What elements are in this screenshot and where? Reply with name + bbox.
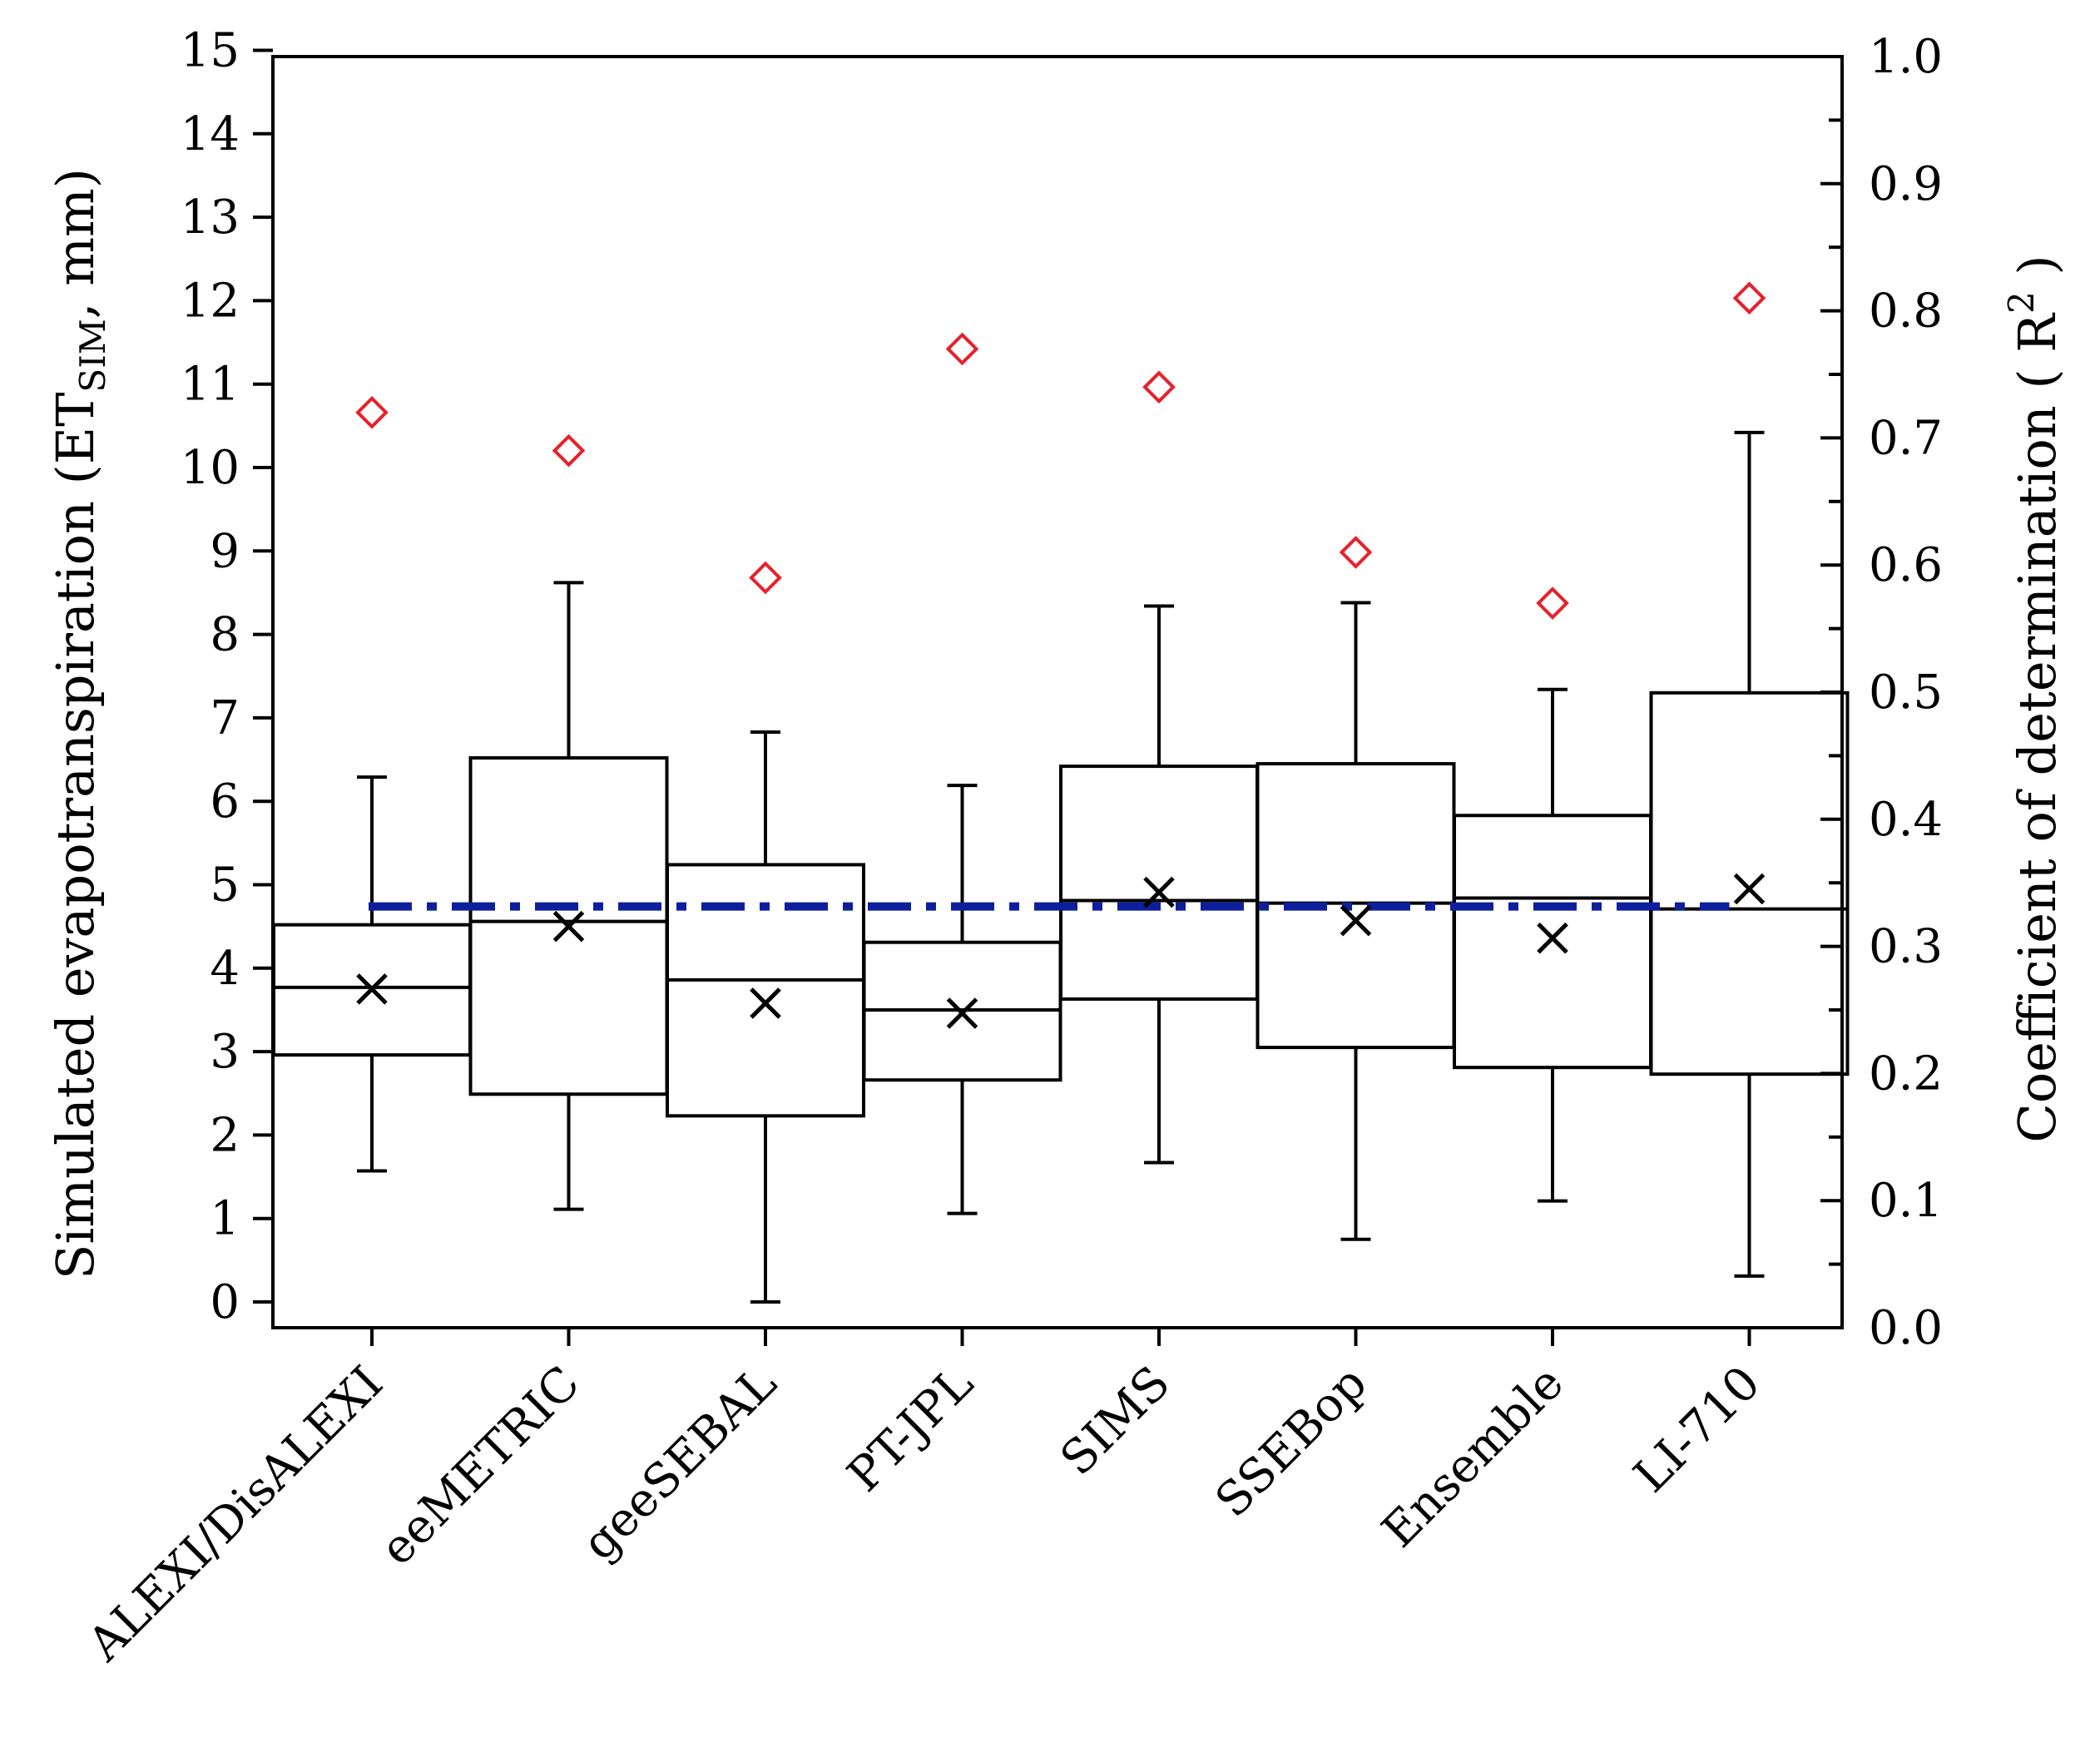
mean-marker	[358, 975, 386, 1003]
box-body	[1652, 693, 1848, 1074]
left-tick-label: 0	[210, 1275, 240, 1329]
left-tick-label: 10	[181, 441, 240, 495]
box-plot	[1652, 433, 1848, 1276]
right-tick-label: 0.3	[1869, 920, 1943, 974]
left-tick-label: 15	[181, 24, 240, 78]
box-plot	[471, 582, 667, 1209]
left-tick-label: 5	[210, 859, 240, 913]
right-tick-label: 0.5	[1869, 666, 1943, 720]
mean-marker	[1538, 924, 1567, 953]
r2-point	[1736, 284, 1764, 312]
box-plot	[1454, 690, 1651, 1201]
x-tick-label: SIMS	[1050, 1356, 1180, 1486]
mean-marker	[948, 999, 977, 1027]
chart: 0123456789101112131415 0.00.10.20.30.40.…	[0, 0, 2100, 1752]
y-axis-title-left: Simulated evapotranspiration (ETSIM, mm)	[45, 168, 113, 1279]
x-tick-label: Ensemble	[1372, 1356, 1574, 1558]
right-tick-label: 0.9	[1869, 157, 1943, 211]
box-plot	[864, 785, 1061, 1214]
r2-markers	[358, 284, 1764, 617]
plot-border	[273, 57, 1842, 1328]
mean-marker	[751, 989, 780, 1017]
r2-point	[1342, 538, 1370, 567]
plot-frame	[273, 57, 1842, 1328]
x-tick-label: eeMETRIC	[370, 1356, 590, 1576]
r2-point	[948, 334, 977, 363]
left-tick-label: 14	[181, 107, 240, 161]
r2-point	[1538, 589, 1567, 617]
mean-marker	[555, 913, 583, 941]
right-tick-label: 0.0	[1869, 1301, 1943, 1355]
right-tick-label: 0.2	[1869, 1047, 1943, 1101]
left-tick-label: 6	[210, 775, 240, 829]
box-plot	[1061, 606, 1257, 1162]
right-tick-label: 0.1	[1869, 1174, 1943, 1228]
right-tick-label: 0.7	[1869, 411, 1943, 465]
right-tick-label: 0.8	[1869, 285, 1943, 339]
left-tick-label: 3	[210, 1025, 240, 1079]
x-tick-label: SSEBop	[1206, 1356, 1378, 1528]
r2-point	[751, 563, 780, 591]
box-body	[1061, 766, 1257, 999]
left-tick-label: 8	[210, 608, 240, 662]
box-plot	[274, 777, 470, 1170]
left-tick-label: 7	[210, 691, 240, 745]
right-tick-label: 0.6	[1869, 538, 1943, 592]
right-tick-label: 1.0	[1869, 30, 1943, 84]
left-tick-label: 11	[181, 358, 240, 412]
y-axis-title-right: Coefficient of determination ( R2 )	[2001, 255, 2068, 1142]
left-tick-label: 12	[181, 274, 240, 328]
x-tick-label: LI-710	[1624, 1356, 1771, 1503]
x-tick-label: PT-JPL	[837, 1356, 983, 1502]
left-tick-label: 9	[210, 524, 240, 578]
mean-marker	[1342, 907, 1370, 935]
r2-point	[555, 437, 583, 465]
box-series	[274, 433, 1848, 1302]
r2-point	[1145, 373, 1173, 401]
right-tick-label: 0.4	[1869, 793, 1943, 847]
left-tick-label: 4	[210, 942, 240, 996]
box-plot	[667, 732, 864, 1302]
x-tick-label: geeSEBAL	[572, 1356, 787, 1571]
box-body	[1454, 815, 1651, 1067]
x-tick-label: ALEXI/DisALEXI	[77, 1356, 394, 1672]
r2-point	[358, 398, 386, 427]
left-tick-label: 2	[210, 1108, 240, 1162]
left-tick-label: 13	[181, 191, 240, 245]
left-tick-label: 1	[210, 1192, 240, 1246]
mean-marker	[1736, 875, 1764, 903]
